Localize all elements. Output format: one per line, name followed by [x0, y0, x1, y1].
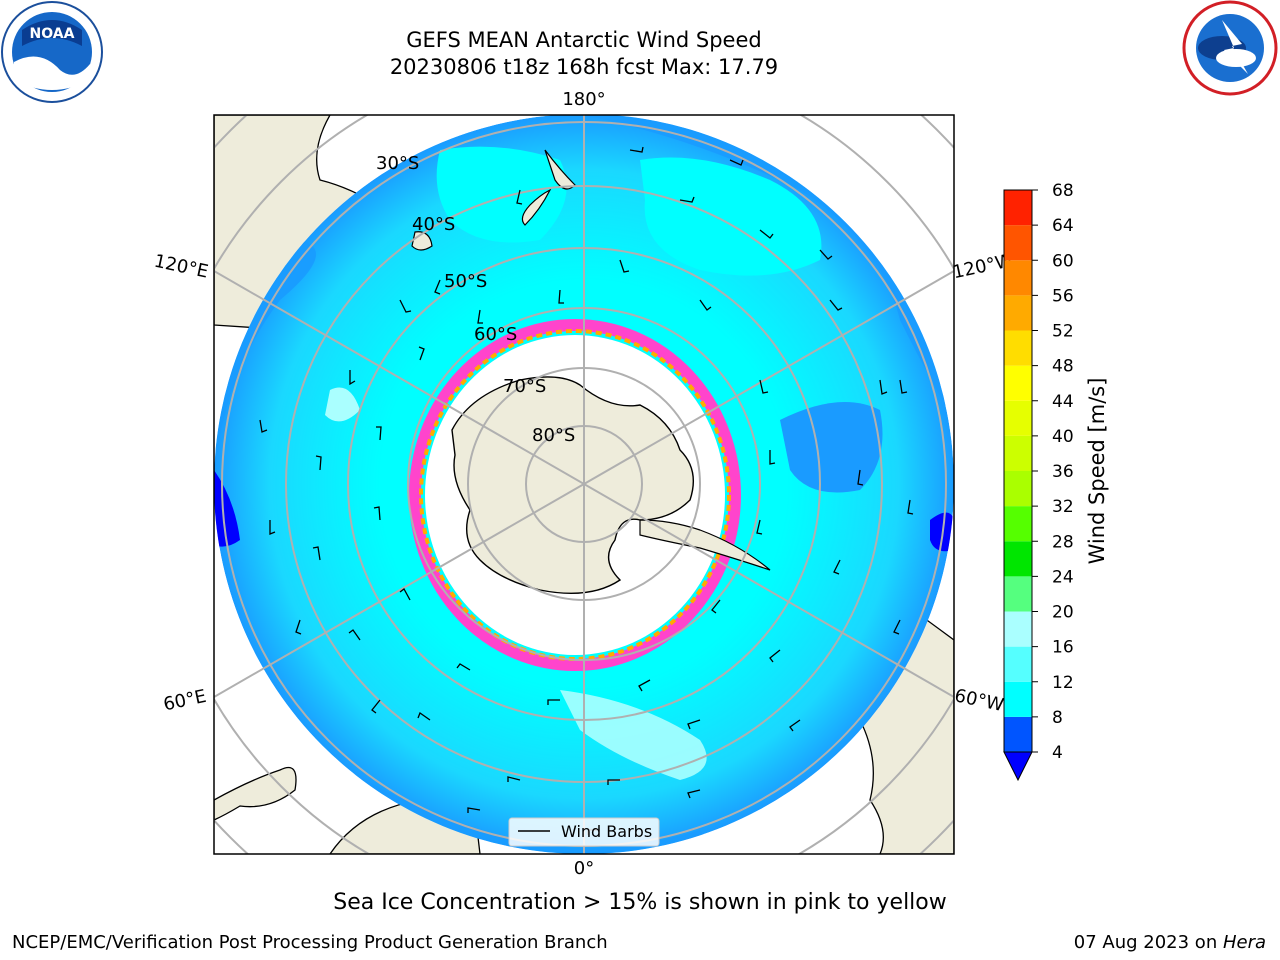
lon-label-upper-left: 120°E — [152, 251, 210, 283]
noaa-logo: NOAA — [1, 1, 103, 103]
colorbar-tick-label: 48 — [1052, 357, 1074, 377]
colorbar-segment — [1004, 295, 1032, 331]
colorbar-segment — [1004, 646, 1032, 682]
colorbar-segment — [1004, 716, 1032, 752]
sea-ice-note: Sea Ice Concentration > 15% is shown in … — [333, 890, 947, 915]
latitude-labels: 30°S 40°S 50°S 60°S 70°S 80°S — [376, 153, 575, 446]
lat-label-80: 80°S — [532, 425, 575, 446]
antarctic-peninsula-land — [639, 519, 771, 571]
colorbar-segment — [1004, 681, 1032, 717]
nws-logo — [1182, 0, 1278, 96]
footer-credit: NCEP/EMC/Verification Post Processing Pr… — [12, 932, 608, 953]
lon-label-bottom: 0° — [574, 858, 594, 879]
colorbar-segment — [1004, 541, 1032, 577]
colorbar-segment — [1004, 506, 1032, 542]
colorbar-segment — [1004, 400, 1032, 436]
colorbar-tick-label: 68 — [1052, 181, 1074, 201]
colorbar-segment — [1004, 225, 1032, 261]
colorbar-tick-label: 36 — [1052, 462, 1074, 482]
lon-label-lower-left: 60°E — [162, 686, 209, 716]
colorbar-tick-label: 4 — [1052, 743, 1063, 763]
new-zealand-north — [544, 149, 576, 190]
footer-date: 07 Aug 2023 on Hera — [1074, 932, 1266, 953]
colorbar-tick-label: 44 — [1052, 392, 1074, 412]
colorbar-segment — [1004, 330, 1032, 366]
colorbar-segment — [1004, 260, 1032, 296]
lat-label-30: 30°S — [376, 153, 419, 174]
lon-label-top: 180° — [562, 89, 605, 110]
colorbar-segment — [1004, 471, 1032, 507]
colorbar-tick-label: 16 — [1052, 638, 1074, 658]
colorbar-tick-label: 52 — [1052, 322, 1074, 342]
legend-label: Wind Barbs — [561, 822, 652, 841]
map-area — [214, 115, 954, 854]
colorbar-tick-label: 24 — [1052, 567, 1074, 587]
colorbar-tick-label: 64 — [1052, 216, 1074, 236]
lon-label-lower-right: 60°W — [953, 685, 1006, 716]
colorbar-tick-label: 28 — [1052, 532, 1074, 552]
footer-host: Hera — [1222, 932, 1266, 953]
colorbar-segment — [1004, 435, 1032, 471]
longitude-grid — [214, 115, 954, 854]
colorbar-tick-label: 12 — [1052, 673, 1074, 693]
new-zealand-south — [521, 188, 552, 226]
colorbar-segment — [1004, 576, 1032, 612]
noaa-logo-text: NOAA — [30, 26, 75, 42]
colorbar-tick-label: 60 — [1052, 251, 1074, 271]
title-line-2: 20230806 t18z 168h fcst Max: 17.79 — [389, 55, 779, 79]
lat-label-40: 40°S — [412, 214, 455, 235]
colorbar-title: Wind Speed [m/s] — [1085, 377, 1109, 565]
map-frame — [213, 114, 955, 855]
colorbar-segment — [1004, 365, 1032, 401]
colorbar-tick-label: 20 — [1052, 603, 1074, 623]
lat-label-50: 50°S — [444, 271, 487, 292]
footer-date-text: 07 Aug 2023 on — [1073, 932, 1223, 953]
map-legend: Wind Barbs — [508, 817, 660, 847]
wind-barbs — [259, 146, 914, 835]
colorbar-tick-label: 40 — [1052, 427, 1074, 447]
colorbar-extend-arrow — [1003, 751, 1033, 782]
colorbar-segment — [1004, 611, 1032, 647]
lat-label-60: 60°S — [474, 324, 517, 345]
title-line-1: GEFS MEAN Antarctic Wind Speed — [406, 28, 762, 52]
colorbar-tick-label: 32 — [1052, 497, 1074, 517]
colorbar-tick-label: 8 — [1052, 708, 1063, 728]
colorbar-segment — [1004, 190, 1032, 226]
colorbar-tick-label: 56 — [1052, 286, 1074, 306]
lat-label-70: 70°S — [503, 376, 546, 397]
